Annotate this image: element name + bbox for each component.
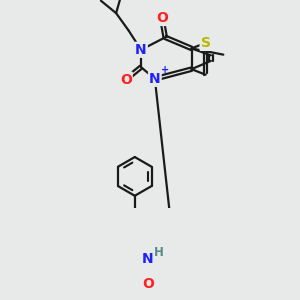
Text: O: O: [156, 11, 168, 25]
Text: S: S: [201, 36, 211, 50]
Text: H: H: [154, 246, 164, 259]
Text: O: O: [120, 73, 132, 87]
Text: N: N: [135, 43, 147, 57]
Text: N: N: [149, 72, 161, 86]
Text: N: N: [141, 252, 153, 266]
Text: +: +: [161, 65, 169, 75]
Text: O: O: [143, 277, 154, 291]
